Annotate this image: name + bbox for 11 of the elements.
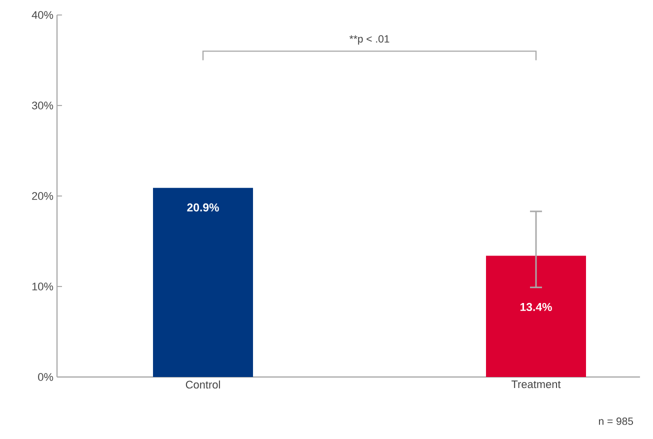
data-label: 20.9% [187,203,219,212]
text: n = 985 [598,418,634,425]
x-tick-label: Treatment [511,380,561,388]
y-tick-label: 30% [32,102,54,110]
data-label: 13.4% [520,302,552,312]
y-tick-label: 40% [32,11,54,19]
x-tick-label: Control [186,380,220,389]
annotation: **p < .01 [349,35,390,45]
y-tick-label: 10% [32,282,54,290]
y-tick-label: 20% [32,192,54,200]
y-tick-label: 0% [38,373,54,381]
